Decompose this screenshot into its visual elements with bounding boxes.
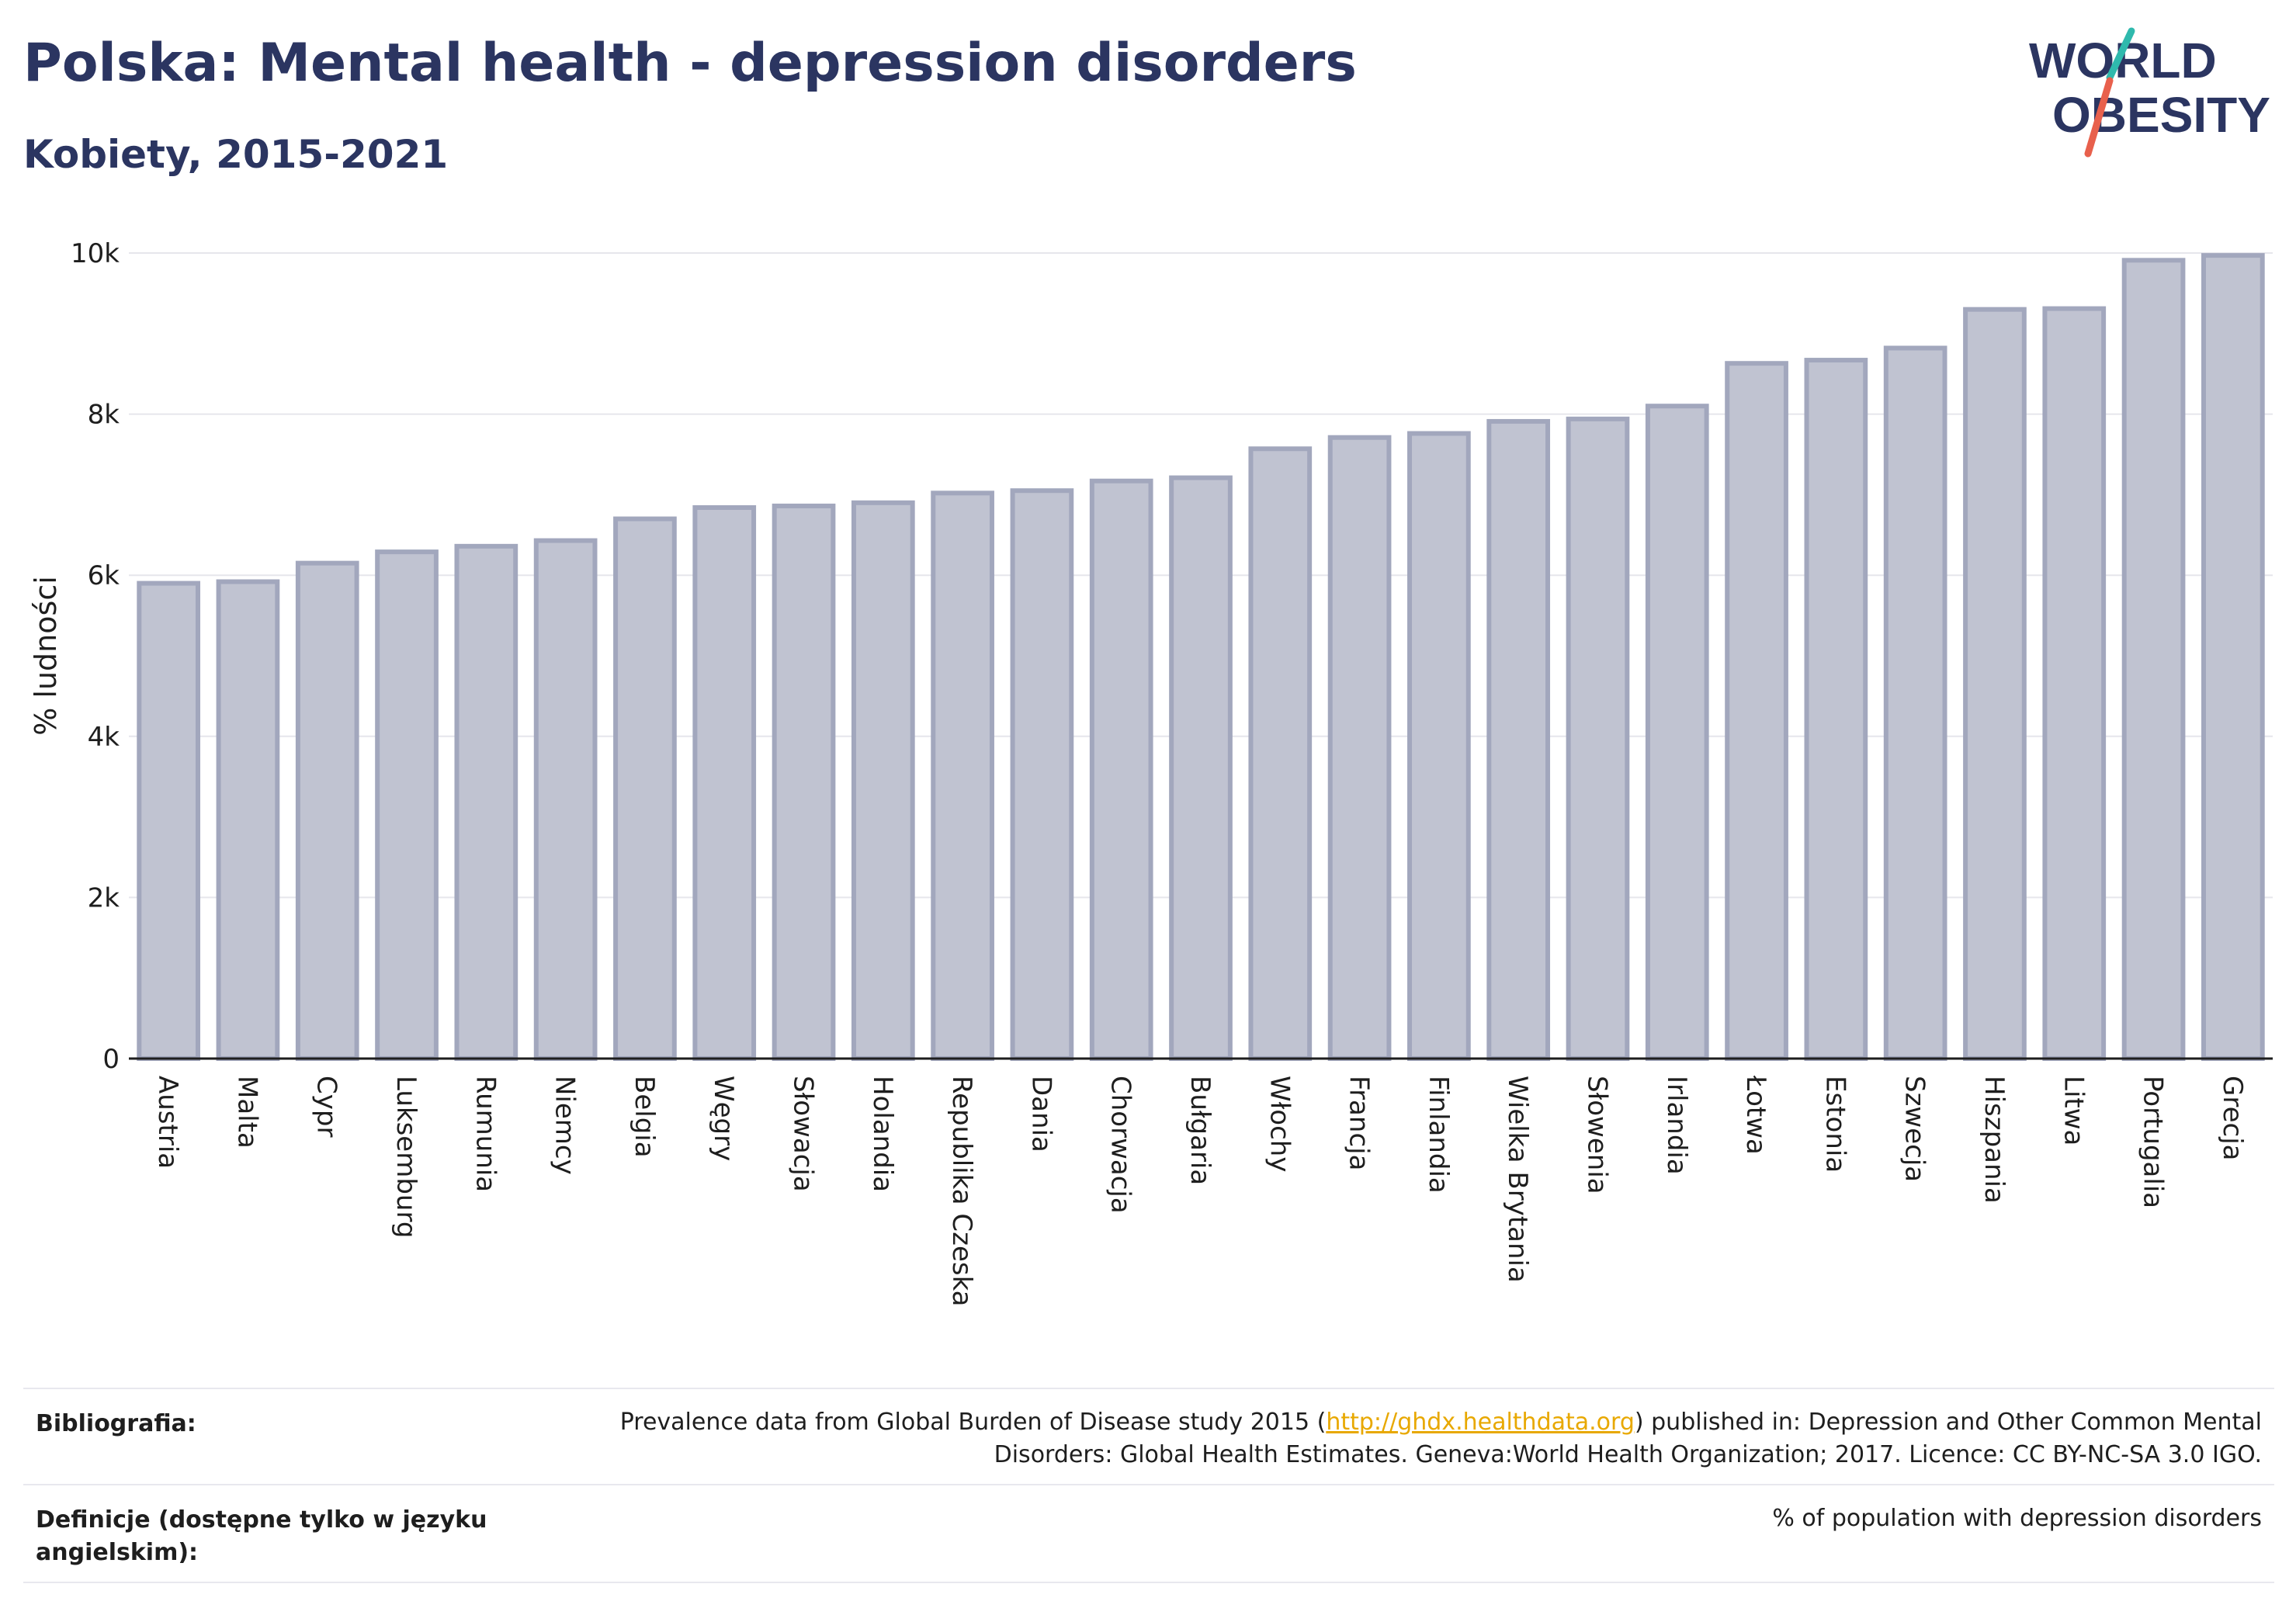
y-tick-label: 0 [102, 1044, 120, 1075]
world-obesity-logo: WORLD OBESITY [2029, 27, 2270, 158]
logo-line2: OBESITY [2052, 87, 2270, 143]
x-tick-label: Republika Czeska [946, 1076, 977, 1307]
x-tick-label: Hiszpania [1979, 1076, 2010, 1204]
bar[interactable] [216, 579, 280, 1061]
bibliography-text-pre: Prevalence data from Global Burden of Di… [619, 1409, 1327, 1436]
label-layer: 0 2k 4k 6k 8k 10k % ludności Austria Malta Cypr Lu… [29, 238, 2248, 1307]
x-tick-label: Włochy [1264, 1076, 1295, 1172]
bibliography-text-post: ) published in: Depression and Other Com… [994, 1409, 2262, 1468]
bibliography-text: Prevalence data from Global Burden of Di… [593, 1406, 2262, 1471]
bar[interactable] [772, 503, 836, 1061]
x-tick-label: Wielka Brytania [1502, 1076, 1533, 1283]
bar[interactable] [1725, 361, 1788, 1061]
footer-bibliography-row: Bibliografia: Prevalence data from Globa… [23, 1388, 2274, 1485]
x-tick-label: Dania [1025, 1076, 1056, 1152]
bibliography-link[interactable]: http://ghdx.healthdata.org [1326, 1409, 1635, 1436]
bar[interactable] [375, 549, 439, 1061]
x-tick-label: Holandia [867, 1076, 898, 1192]
bar[interactable] [1169, 475, 1233, 1061]
x-tick-label: Słowacja [788, 1076, 819, 1192]
x-tick-label: Francja [1344, 1076, 1375, 1170]
bar[interactable] [1248, 446, 1313, 1061]
page-title: Polska: Mental health - depression disor… [23, 33, 1357, 94]
x-tick-label: Rumunia [470, 1076, 501, 1192]
x-tick-label: Belgia [629, 1076, 660, 1158]
bar[interactable] [1645, 404, 1709, 1061]
x-tick-label: Portugalia [2138, 1076, 2169, 1208]
bar[interactable] [931, 490, 994, 1061]
footer-definition-row: Definicje (dostępne tylko w języku angie… [23, 1484, 2274, 1583]
y-tick-label: 10k [71, 238, 120, 269]
logo-slash-red [2084, 77, 2114, 158]
bar[interactable] [1963, 307, 2027, 1062]
x-tick-label: Chorwacja [1105, 1076, 1136, 1214]
bar[interactable] [137, 581, 200, 1061]
definition-label: Definicje (dostępne tylko w języku angie… [36, 1506, 487, 1566]
bibliography-label: Bibliografia: [36, 1410, 196, 1437]
y-tick-label: 6k [88, 560, 120, 591]
x-tick-label: Cypr [311, 1076, 342, 1137]
bar[interactable] [1089, 478, 1153, 1061]
bar[interactable] [1407, 431, 1471, 1061]
bar[interactable] [1327, 435, 1392, 1061]
x-tick-label: Litwa [2058, 1076, 2089, 1145]
bar[interactable] [613, 516, 677, 1061]
bar[interactable] [454, 543, 519, 1061]
y-axis-label: % ludności [29, 576, 63, 736]
y-tick-label: 8k [88, 400, 120, 431]
bar[interactable] [692, 505, 757, 1061]
y-tick-label: 4k [88, 722, 120, 753]
bar[interactable] [295, 560, 359, 1061]
bar[interactable] [2042, 306, 2107, 1061]
x-tick-label: Łotwa [1740, 1075, 1771, 1155]
definition-text: % of population with depression disorder… [1772, 1505, 2262, 1532]
x-tick-label: Niemcy [550, 1076, 581, 1175]
x-tick-label: Grecja [2217, 1076, 2248, 1160]
x-tick-label: Słowenia [1581, 1076, 1612, 1194]
x-tick-label: Luksemburg [390, 1076, 421, 1238]
x-tick-label: Finlandia [1423, 1076, 1454, 1194]
x-tick-label: Irlandia [1661, 1076, 1692, 1175]
x-tick-label: Bułgaria [1184, 1076, 1216, 1185]
x-tick-label: Austria [152, 1076, 183, 1169]
logo-slash-teal [2106, 27, 2135, 81]
x-tick-label: Estonia [1819, 1076, 1850, 1173]
bar[interactable] [2201, 253, 2265, 1061]
page-subtitle: Kobiety, 2015-2021 [23, 132, 449, 177]
bar[interactable] [1566, 416, 1630, 1061]
y-tick-label: 2k [88, 882, 120, 913]
bar-layer [137, 253, 2265, 1062]
bar[interactable] [1804, 358, 1868, 1061]
bar-chart: 0 2k 4k 6k 8k 10k % ludności Austria Malta Cypr Lu… [29, 238, 2273, 1307]
bar[interactable] [2121, 258, 2186, 1061]
bar[interactable] [1883, 345, 1947, 1061]
bar[interactable] [851, 500, 915, 1061]
x-tick-label: Malta [231, 1076, 262, 1149]
x-tick-label: Szwecja [1899, 1076, 1930, 1182]
bar[interactable] [1486, 418, 1551, 1061]
x-tick-label: Węgry [708, 1076, 739, 1161]
bar[interactable] [533, 538, 598, 1061]
bar[interactable] [1010, 488, 1074, 1061]
